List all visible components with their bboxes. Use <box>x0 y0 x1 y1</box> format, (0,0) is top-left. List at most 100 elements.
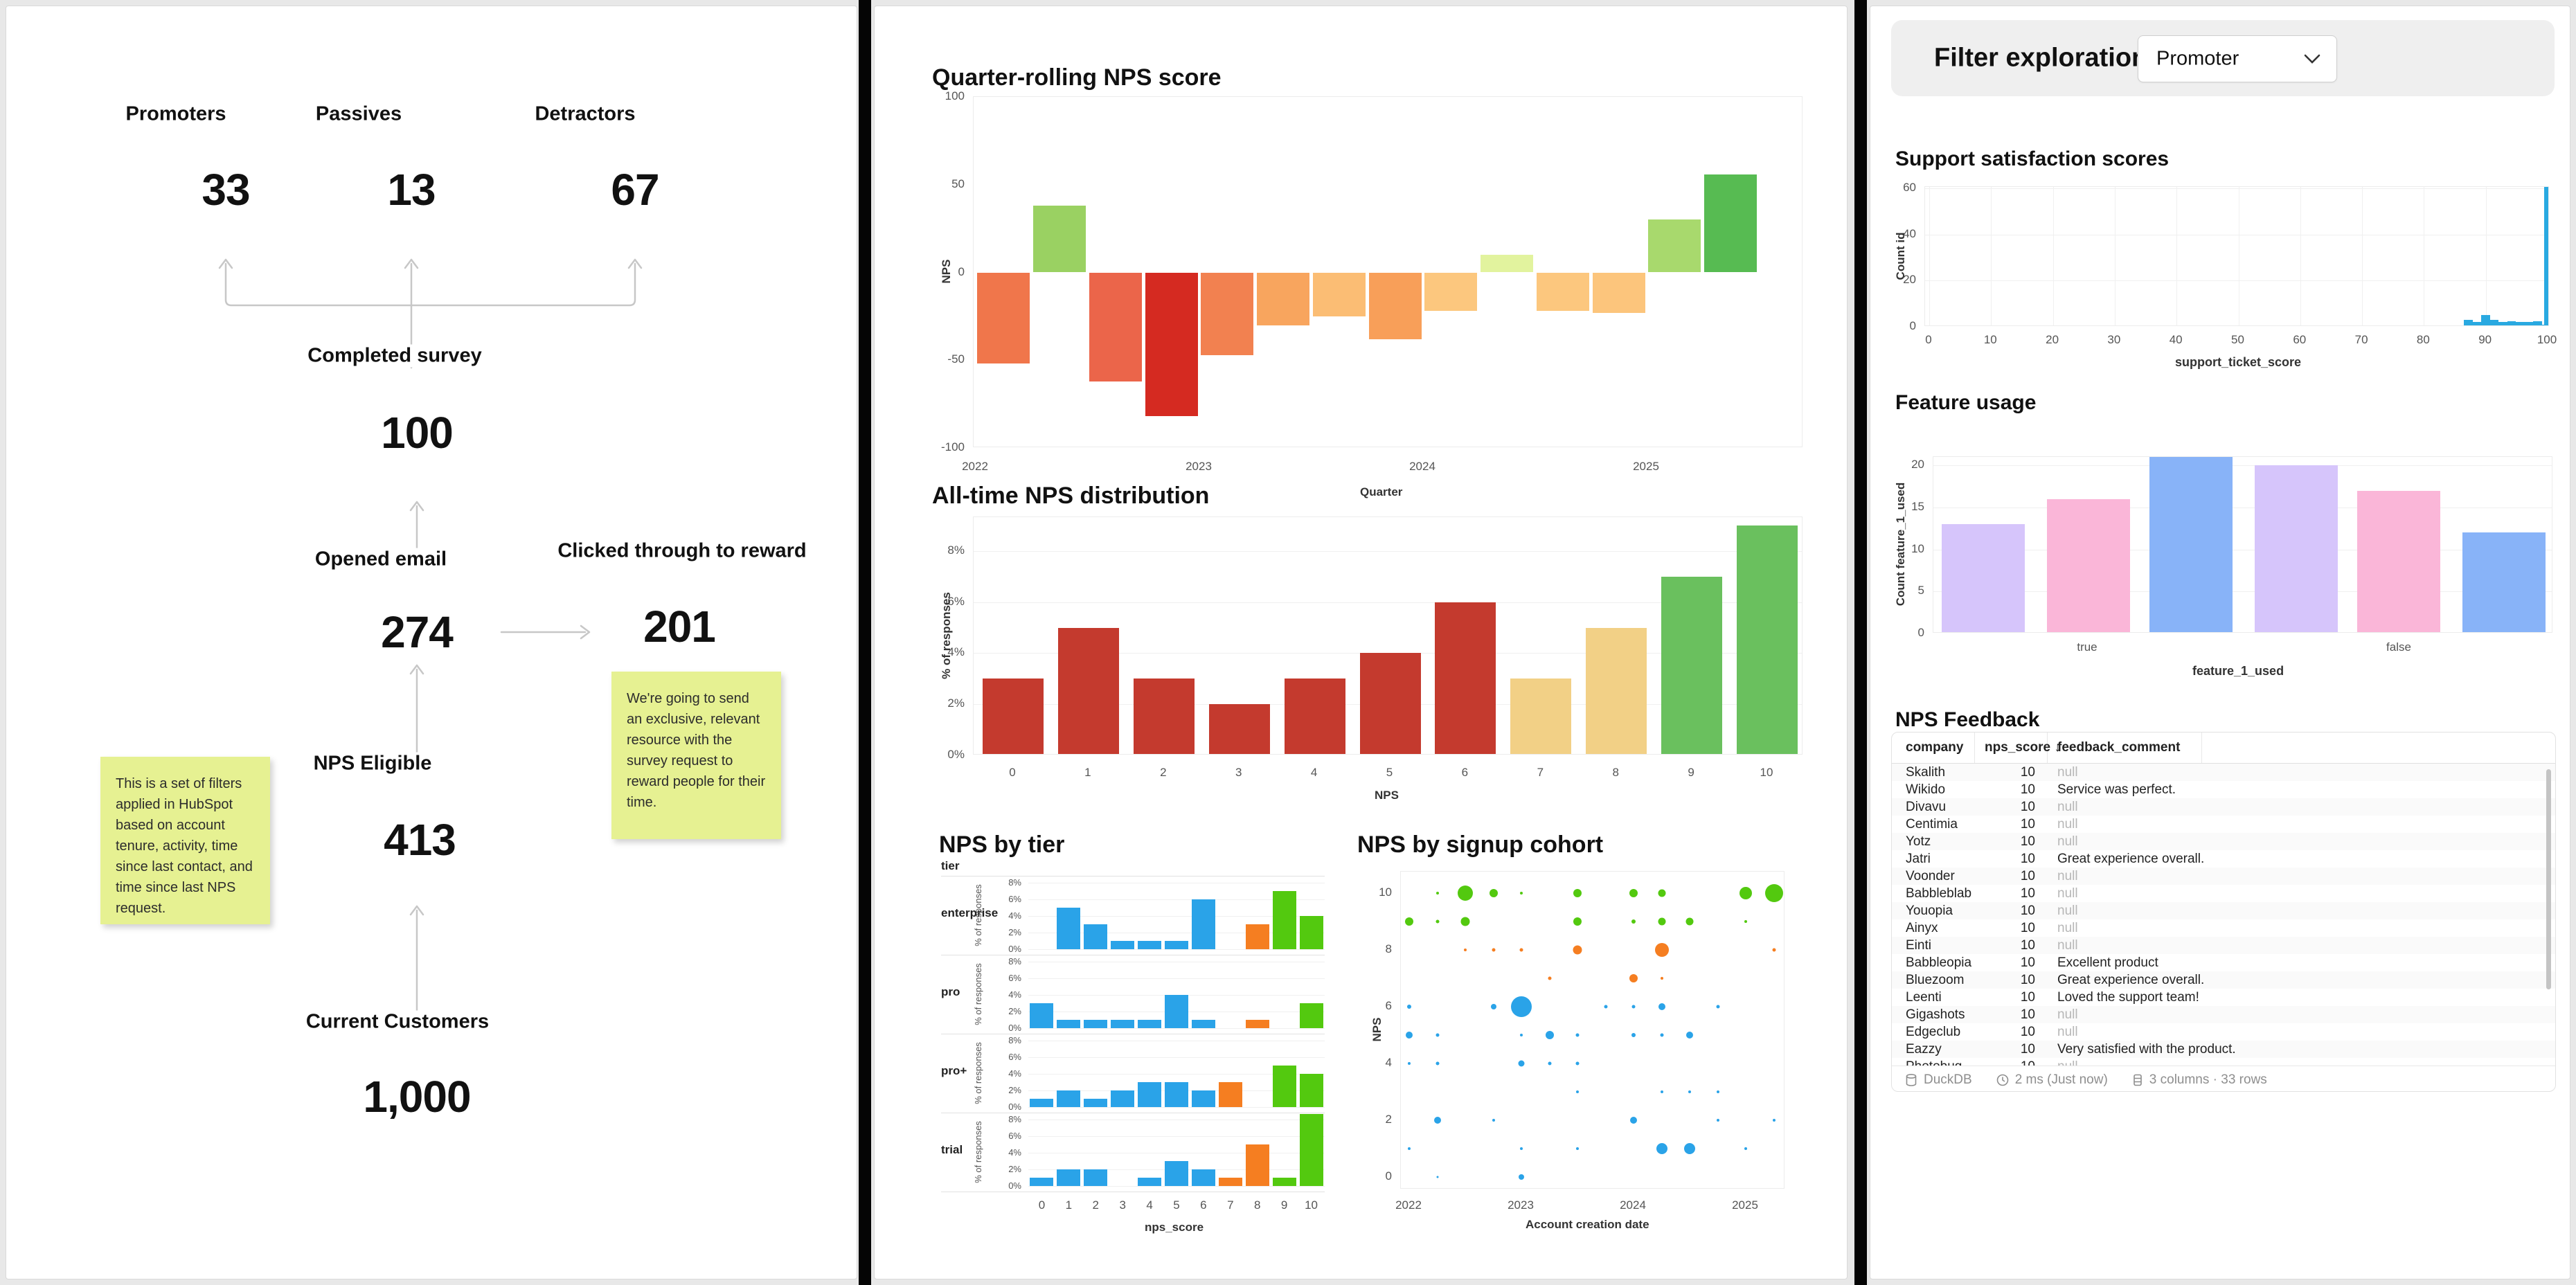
bar[interactable] <box>1661 576 1723 754</box>
bar[interactable] <box>1284 679 1345 754</box>
bar[interactable] <box>2481 315 2490 325</box>
data-point[interactable] <box>1764 884 1783 902</box>
bar[interactable] <box>1510 679 1572 754</box>
bar[interactable] <box>1245 924 1269 949</box>
table-row[interactable]: Babbleopia 10 Excellent product <box>1892 954 2555 971</box>
data-point[interactable] <box>1520 892 1523 895</box>
bar[interactable] <box>1030 1003 1054 1028</box>
data-point[interactable] <box>1630 1117 1637 1124</box>
data-point[interactable] <box>1716 1090 1719 1093</box>
data-point[interactable] <box>1660 1090 1663 1093</box>
bar[interactable] <box>1218 1178 1242 1186</box>
table-row[interactable]: Skalith 10 null <box>1892 764 2555 781</box>
bar[interactable] <box>1481 255 1534 273</box>
bar[interactable] <box>1299 916 1323 949</box>
table-row[interactable]: Babbleblab 10 null <box>1892 885 2555 902</box>
bar[interactable] <box>1586 627 1647 754</box>
data-point[interactable] <box>1436 1176 1438 1178</box>
data-point[interactable] <box>1573 889 1582 897</box>
table-row[interactable]: Eazzy 10 Very satisfied with the product. <box>1892 1041 2555 1058</box>
data-point[interactable] <box>1575 1061 1580 1066</box>
bar[interactable] <box>1033 206 1086 273</box>
data-point[interactable] <box>1575 1033 1580 1037</box>
table-row[interactable]: Voonder 10 null <box>1892 868 2555 885</box>
bar[interactable] <box>1201 272 1254 355</box>
data-point[interactable] <box>1548 1061 1551 1066</box>
data-point[interactable] <box>1576 1147 1579 1150</box>
bar[interactable] <box>1138 1082 1162 1107</box>
data-point[interactable] <box>1435 1033 1439 1037</box>
bar[interactable] <box>1424 272 1478 312</box>
bar[interactable] <box>1272 1178 1296 1186</box>
table-row[interactable]: Ainyx 10 null <box>1892 919 2555 937</box>
bar[interactable] <box>1111 1090 1135 1107</box>
bar[interactable] <box>1272 1066 1296 1107</box>
data-point[interactable] <box>1435 919 1439 924</box>
bar[interactable] <box>2462 532 2546 632</box>
bar[interactable] <box>1133 679 1195 754</box>
bar[interactable] <box>1138 1020 1162 1028</box>
bar[interactable] <box>1359 653 1421 754</box>
data-point[interactable] <box>1739 887 1752 899</box>
table-row[interactable]: Youopia 10 null <box>1892 902 2555 919</box>
table-row[interactable]: Photobug10null <box>1892 1058 2555 1066</box>
bar[interactable] <box>2507 321 2516 325</box>
bar[interactable] <box>1218 1082 1242 1107</box>
data-point[interactable] <box>1629 889 1638 897</box>
bar[interactable] <box>1111 941 1135 949</box>
bar[interactable] <box>1084 924 1108 949</box>
data-point[interactable] <box>1658 917 1665 926</box>
bar[interactable] <box>1165 1161 1188 1186</box>
bar[interactable] <box>2489 320 2499 325</box>
data-point[interactable] <box>1518 1060 1525 1067</box>
bar[interactable] <box>2516 322 2525 325</box>
table-row[interactable]: Jatri 10 Great experience overall. <box>1892 850 2555 868</box>
bar[interactable] <box>1057 627 1119 754</box>
bar[interactable] <box>2464 320 2473 325</box>
data-point[interactable] <box>1660 1033 1663 1037</box>
data-point[interactable] <box>1658 1003 1665 1010</box>
bar[interactable] <box>1057 1090 1081 1107</box>
data-point[interactable] <box>1458 886 1473 901</box>
column-header-nps-score[interactable]: nps_score ↓ <box>1975 733 2061 763</box>
bar[interactable] <box>1084 1099 1108 1107</box>
bar[interactable] <box>2149 457 2233 632</box>
data-point[interactable] <box>1520 1147 1523 1150</box>
data-point[interactable] <box>1548 976 1551 980</box>
data-point[interactable] <box>1631 1033 1636 1037</box>
data-point[interactable] <box>1716 1005 1719 1009</box>
table-row[interactable]: Centimia 10 null <box>1892 816 2555 833</box>
data-point[interactable] <box>1545 1031 1554 1039</box>
data-point[interactable] <box>1688 1090 1691 1093</box>
data-point[interactable] <box>1406 1032 1413 1039</box>
bar[interactable] <box>2498 322 2507 325</box>
table-row[interactable]: Gigashots 10 null <box>1892 1006 2555 1023</box>
bar[interactable] <box>2524 322 2534 325</box>
bar[interactable] <box>2472 322 2482 325</box>
bar[interactable] <box>1191 1020 1215 1028</box>
data-point[interactable] <box>1407 1005 1411 1009</box>
data-point[interactable] <box>1684 1143 1695 1154</box>
bar[interactable] <box>1084 1020 1108 1028</box>
bar[interactable] <box>1272 891 1296 949</box>
bar[interactable] <box>1191 1169 1215 1186</box>
data-point[interactable] <box>1490 1004 1496 1009</box>
bar[interactable] <box>1030 1178 1054 1186</box>
bar[interactable] <box>1737 525 1798 754</box>
bar[interactable] <box>2357 490 2440 632</box>
data-point[interactable] <box>1511 996 1532 1017</box>
data-point[interactable] <box>1435 1061 1439 1066</box>
data-point[interactable] <box>1433 1117 1441 1124</box>
data-point[interactable] <box>1604 1005 1607 1009</box>
bar[interactable] <box>1111 1020 1135 1028</box>
data-point[interactable] <box>1686 1032 1693 1039</box>
bar[interactable] <box>1165 1082 1188 1107</box>
table-row[interactable]: Divavu 10 null <box>1892 798 2555 816</box>
bar[interactable] <box>1057 1169 1081 1186</box>
data-point[interactable] <box>1573 917 1582 926</box>
bar[interactable] <box>1165 941 1188 949</box>
data-point[interactable] <box>1489 889 1498 897</box>
bar[interactable] <box>2533 321 2542 325</box>
data-point[interactable] <box>1576 1090 1579 1093</box>
bar[interactable] <box>1145 272 1198 417</box>
